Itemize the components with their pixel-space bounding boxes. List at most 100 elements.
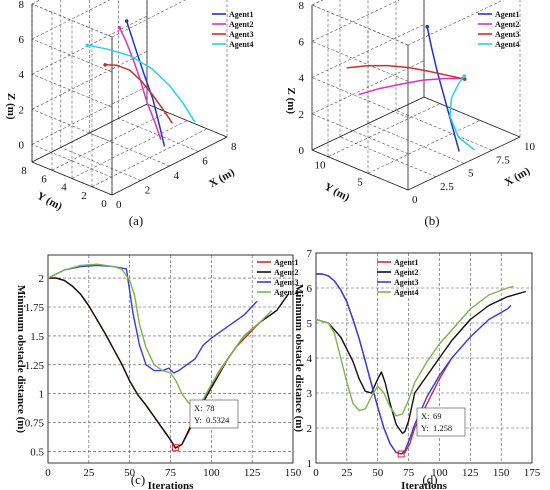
- z-tick-label: 8: [299, 0, 305, 12]
- legend-entry: Agent3: [394, 278, 418, 287]
- z-tick-label: 6: [299, 36, 305, 48]
- side-wall-grid-line: [31, 73, 113, 108]
- box-edge: [31, 3, 113, 38]
- z-tick-label: 6: [19, 34, 25, 46]
- series-line-agent1: [125, 20, 166, 147]
- z-tick-label: 4: [19, 69, 25, 81]
- y-tick-label: 0.75: [25, 418, 45, 430]
- series-line-agent3: [346, 64, 465, 80]
- legend-entry: Agent2: [229, 20, 253, 29]
- datatip-x-label: X:: [194, 403, 203, 413]
- x-tick-label: 75: [403, 467, 415, 479]
- box-edge: [31, 103, 148, 163]
- x-tick-label: 50: [124, 467, 136, 479]
- y-tick-label: 1.75: [25, 302, 45, 314]
- y-tick-label: 1.25: [25, 360, 45, 372]
- floor-grid-line: [367, 123, 465, 164]
- series-endpoint-agent1: [124, 19, 129, 23]
- panel-caption: (b): [424, 213, 439, 228]
- y-tick-label: 4: [307, 353, 313, 365]
- z-axis-label: Z (m): [5, 93, 17, 120]
- datatip-box: [189, 399, 239, 429]
- panel-d-distance-chart: 0 25 50 75 100 125 150 175 1 2 3 4 5 6 7 Iterations Mini…: [293, 248, 541, 490]
- x-tick-label: 25: [83, 467, 95, 479]
- legend-entry: Agent3: [495, 30, 519, 39]
- y-tick-label: 2: [307, 423, 313, 435]
- y-axis-label: Minimum obstacle distance (m): [15, 285, 27, 434]
- legend-entry: Agent1: [495, 10, 519, 19]
- box-edge: [111, 0, 187, 38]
- x-tick-label: 125: [244, 467, 261, 479]
- x-tick-label: 7.5: [496, 154, 510, 166]
- x-tick-label: 2: [145, 185, 151, 197]
- series-endpoint-agent3: [103, 63, 107, 67]
- panel-caption: (d): [422, 472, 437, 487]
- side-wall-grid-line: [31, 109, 113, 143]
- z-axis-label: Z (m): [285, 88, 297, 115]
- series-endpoint-agent1: [425, 24, 430, 29]
- side-wall-grid-line: [31, 144, 113, 178]
- legend-entry: Agent1: [274, 258, 298, 267]
- series-endpoint-agent2: [117, 25, 122, 30]
- plot-frame: [315, 252, 533, 464]
- series-line-agent4: [449, 75, 476, 151]
- x-tick-label: 75: [165, 467, 177, 479]
- y-tick-label: 2: [39, 273, 45, 285]
- back-wall-grid-line: [31, 86, 148, 145]
- back-wall-grid-line: [31, 51, 148, 110]
- series-line-agent3: [105, 64, 173, 124]
- z-tick-label: 2: [299, 109, 305, 121]
- datatip-y-label: Y:: [194, 415, 202, 425]
- y-tick-label: 7: [307, 248, 313, 260]
- y-tick-label: 10: [315, 160, 327, 172]
- series-line-agent4: [315, 285, 514, 417]
- x-tick-label: 150: [493, 467, 510, 479]
- y-tick-label: 1: [39, 389, 45, 401]
- box-edge: [146, 103, 228, 138]
- z-tick-label: 4: [299, 73, 305, 85]
- floor-grid-line: [339, 136, 437, 178]
- x-axis-label: X (m): [503, 165, 533, 189]
- series-line-agent2: [118, 27, 162, 140]
- box-edge: [311, 149, 409, 191]
- datatip-y-label: Y:: [421, 423, 429, 433]
- series-endpoint-agent3: [463, 77, 467, 81]
- series-line-agent2: [315, 290, 526, 434]
- panel-c-distance-chart: 0 25 50 75 100 125 150 0.5 0.75 1 1.25 1.5 1.75 2 Iter…: [15, 254, 302, 490]
- y-tick-label: 8: [21, 165, 27, 177]
- datatip-y-value: 0.5324: [206, 415, 230, 425]
- datatip-box: [416, 407, 466, 437]
- x-tick-label: 125: [462, 467, 479, 479]
- side-wall-grid-line: [311, 113, 409, 155]
- legend-entry: Agent4: [495, 40, 519, 49]
- x-tick-label: 10: [524, 141, 536, 153]
- legend-entry: Agent4: [274, 288, 298, 297]
- series-line-agent1: [426, 26, 460, 152]
- side-wall-grid-line: [311, 41, 409, 82]
- legend-entry: Agent2: [274, 268, 298, 277]
- x-tick-label: 50: [372, 467, 384, 479]
- series-line-agent3: [47, 264, 258, 374]
- datatip-x-value: 69: [433, 411, 442, 421]
- y-tick-label: 1.5: [30, 331, 44, 343]
- datatip-x-value: 78: [206, 403, 215, 413]
- y-tick-label: 5: [307, 318, 313, 330]
- y-tick-label: 1: [307, 458, 313, 470]
- legend-entry: Agent3: [229, 30, 253, 39]
- legend-entry: Agent4: [229, 40, 253, 49]
- legend-entry: Agent1: [394, 258, 418, 267]
- y-tick-label: 0.5: [30, 446, 44, 458]
- box-edge: [407, 136, 521, 191]
- x-tick-label: 0: [116, 199, 122, 211]
- legend-entry: Agent1: [229, 10, 253, 19]
- plot-frame: [47, 254, 294, 464]
- z-tick-label: 2: [19, 104, 25, 116]
- series-line-agent2: [358, 77, 464, 96]
- x-tick-label: 4: [174, 170, 180, 182]
- floor-grid-line: [327, 103, 441, 157]
- z-tick-label: 0: [299, 145, 305, 157]
- y-tick-label: 5: [357, 176, 363, 188]
- box-edge: [407, 0, 504, 46]
- series-line-agent4: [47, 263, 273, 406]
